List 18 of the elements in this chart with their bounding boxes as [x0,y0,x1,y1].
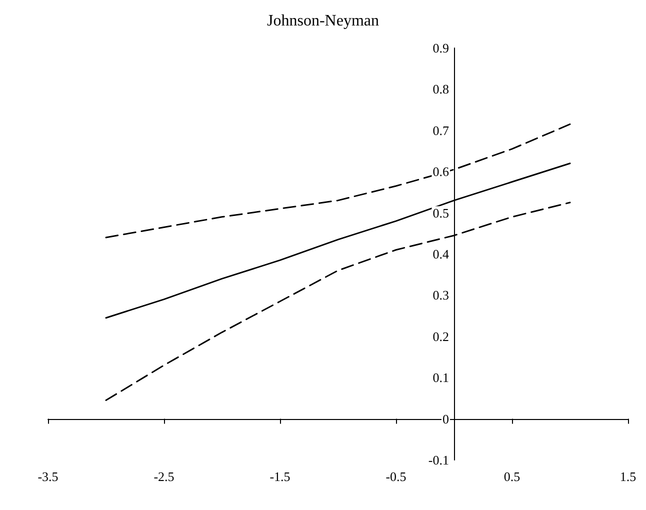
y-tick-label: 0.6 [432,164,450,180]
x-tick-label: -2.5 [154,469,174,484]
y-tick-label: 0.1 [432,370,449,386]
y-tick-label: 0.2 [432,328,449,344]
y-tick-label: 0.8 [432,82,449,97]
y-tick-label: -0.1 [428,452,449,468]
y-tick-label: 0.9 [432,40,449,56]
y-tick-label: 0.7 [432,122,450,138]
x-tick-label: -1.5 [270,469,290,484]
x-tick-label: 1.5 [620,469,636,484]
y-tick-label: 0 [442,411,449,426]
x-tick-label: 0.5 [504,469,520,484]
x-tick-label: -0.5 [386,469,406,484]
y-tick-label: 0.3 [432,288,449,303]
x-tick-label: -3.5 [38,469,58,484]
chart-title: Johnson-Neyman [267,12,379,30]
y-tick-label: 0.5 [432,205,449,220]
y-tick-label: 0.4 [432,246,450,262]
